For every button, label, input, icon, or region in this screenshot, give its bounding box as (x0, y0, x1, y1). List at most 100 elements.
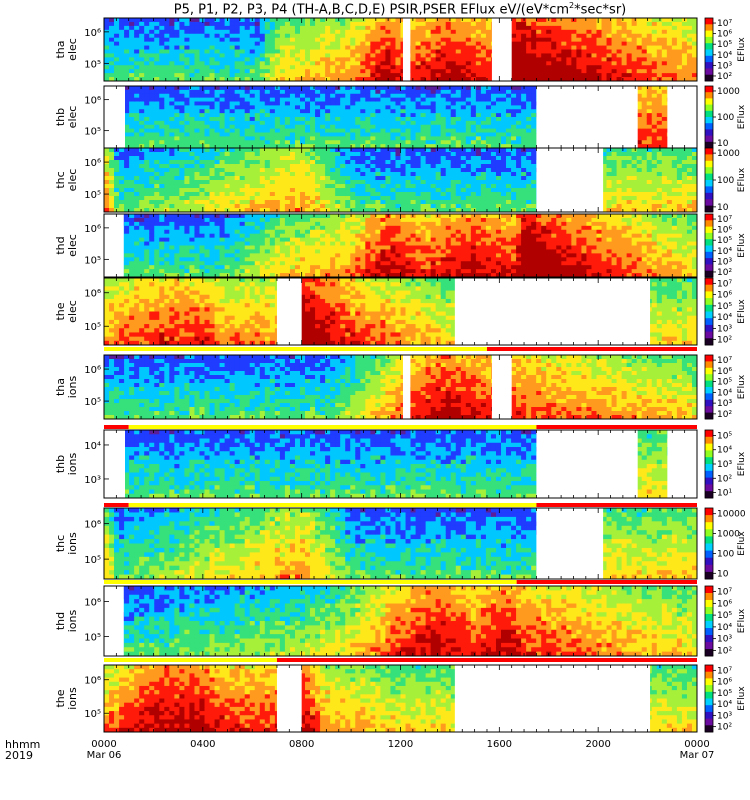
spectrogram-cell (290, 90, 295, 94)
spectrogram-cell (315, 136, 320, 140)
spectrogram-cell (335, 42, 340, 46)
spectrogram-cell (109, 168, 114, 172)
spectrogram-cell (230, 136, 235, 140)
spectrogram-cell (275, 160, 280, 164)
spectrogram-cell (225, 90, 230, 94)
spectrogram-cell (345, 102, 350, 106)
spectrogram-cell (662, 133, 667, 137)
spectrogram-cell (385, 176, 390, 180)
spectrogram-cell (622, 53, 627, 57)
spectrogram-cell (270, 109, 275, 113)
spectrogram-cell (350, 105, 355, 109)
spectrogram-cell (370, 172, 375, 176)
spectrogram-cell (194, 117, 199, 121)
spectrogram-cell (476, 121, 481, 125)
spectrogram-cell (225, 38, 230, 42)
spectrogram-cell (194, 136, 199, 140)
spectrogram-cell (380, 152, 385, 156)
spectrogram-cell (395, 188, 400, 192)
spectrogram-cell (240, 22, 245, 26)
spectrogram-cell (426, 65, 431, 69)
spectrogram-cell (622, 22, 627, 26)
spectrogram-cell (642, 121, 647, 125)
spectrogram-cell (255, 160, 260, 164)
spectrogram-cell (375, 172, 380, 176)
spectrogram-cell (360, 172, 365, 176)
spectrogram-cell (491, 140, 496, 144)
spectrogram-cell (189, 26, 194, 30)
spectrogram-cell (255, 65, 260, 69)
spectrogram-cell (325, 90, 330, 94)
spectrogram-cell (360, 113, 365, 117)
spectrogram-cell (124, 204, 129, 208)
spectrogram-cell (230, 164, 235, 168)
spectrogram-cell (385, 140, 390, 144)
spectrogram-cell (456, 46, 461, 50)
spectrogram-cell (350, 133, 355, 137)
spectrogram-cell (617, 38, 622, 42)
spectrogram-cell (647, 50, 652, 54)
spectrogram-cell (466, 102, 471, 106)
spectrogram-cell (189, 160, 194, 164)
spectrogram-cell (340, 156, 345, 160)
spectrogram-cell (265, 105, 270, 109)
spectrogram-cell (245, 42, 250, 46)
spectrogram-cell (154, 140, 159, 144)
spectrogram-cell (250, 46, 255, 50)
spectrogram-cell (591, 26, 596, 30)
spectrogram-cell (139, 168, 144, 172)
spectrogram-cell (330, 94, 335, 98)
spectrogram-cell (411, 109, 416, 113)
spectrogram-cell (220, 113, 225, 117)
spectrogram-cell (220, 98, 225, 102)
spectrogram-cell (456, 34, 461, 38)
spectrogram-cell (521, 113, 526, 117)
spectrogram-cell (456, 65, 461, 69)
spectrogram-cell (164, 73, 169, 77)
spectrogram-cell (124, 53, 129, 57)
spectrogram-cell (511, 30, 516, 34)
spectrogram-cell (139, 121, 144, 125)
spectrogram-cell (169, 140, 174, 144)
spectrogram-cell (290, 129, 295, 133)
spectrogram-cell (109, 69, 114, 73)
spectrogram-cell (672, 42, 677, 46)
spectrogram-cell (245, 188, 250, 192)
spectrogram-cell (461, 18, 466, 22)
spectrogram-cell (441, 53, 446, 57)
spectrogram-cell (230, 73, 235, 77)
spectrogram-cell (119, 160, 124, 164)
spectrogram-cell (340, 94, 345, 98)
spectrogram-cell (305, 109, 310, 113)
spectrogram-cell (109, 164, 114, 168)
spectrogram-cell (179, 18, 184, 22)
spectrogram-cell (652, 113, 657, 117)
spectrogram-cell (134, 94, 139, 98)
spectrogram-cell (189, 140, 194, 144)
spectrogram-cell (350, 140, 355, 144)
spectrogram-cell (395, 34, 400, 38)
spectrogram-cell (355, 176, 360, 180)
spectrogram-cell (471, 61, 476, 65)
spectrogram-cell (441, 38, 446, 42)
spectrogram-cell (184, 184, 189, 188)
spectrogram-cell (260, 196, 265, 200)
spectrogram-cell (471, 42, 476, 46)
spectrogram-cell (330, 204, 335, 208)
spectrogram-cell (637, 53, 642, 57)
spectrogram-cell (431, 86, 436, 90)
spectrogram-cell (647, 136, 652, 140)
spectrogram-cell (390, 180, 395, 184)
spectrogram-cell (390, 204, 395, 208)
spectrogram-cell (285, 176, 290, 180)
spectrogram-cell (647, 133, 652, 137)
spectrogram-cell (310, 196, 315, 200)
spectrogram-cell (169, 152, 174, 156)
spectrogram-cell (421, 121, 426, 125)
spectrogram-cell (280, 18, 285, 22)
colorbar-segment (705, 68, 713, 75)
spectrogram-cell (124, 73, 129, 77)
spectrogram-cell (496, 105, 501, 109)
spectrogram-cell (340, 204, 345, 208)
spectrogram-cell (491, 113, 496, 117)
